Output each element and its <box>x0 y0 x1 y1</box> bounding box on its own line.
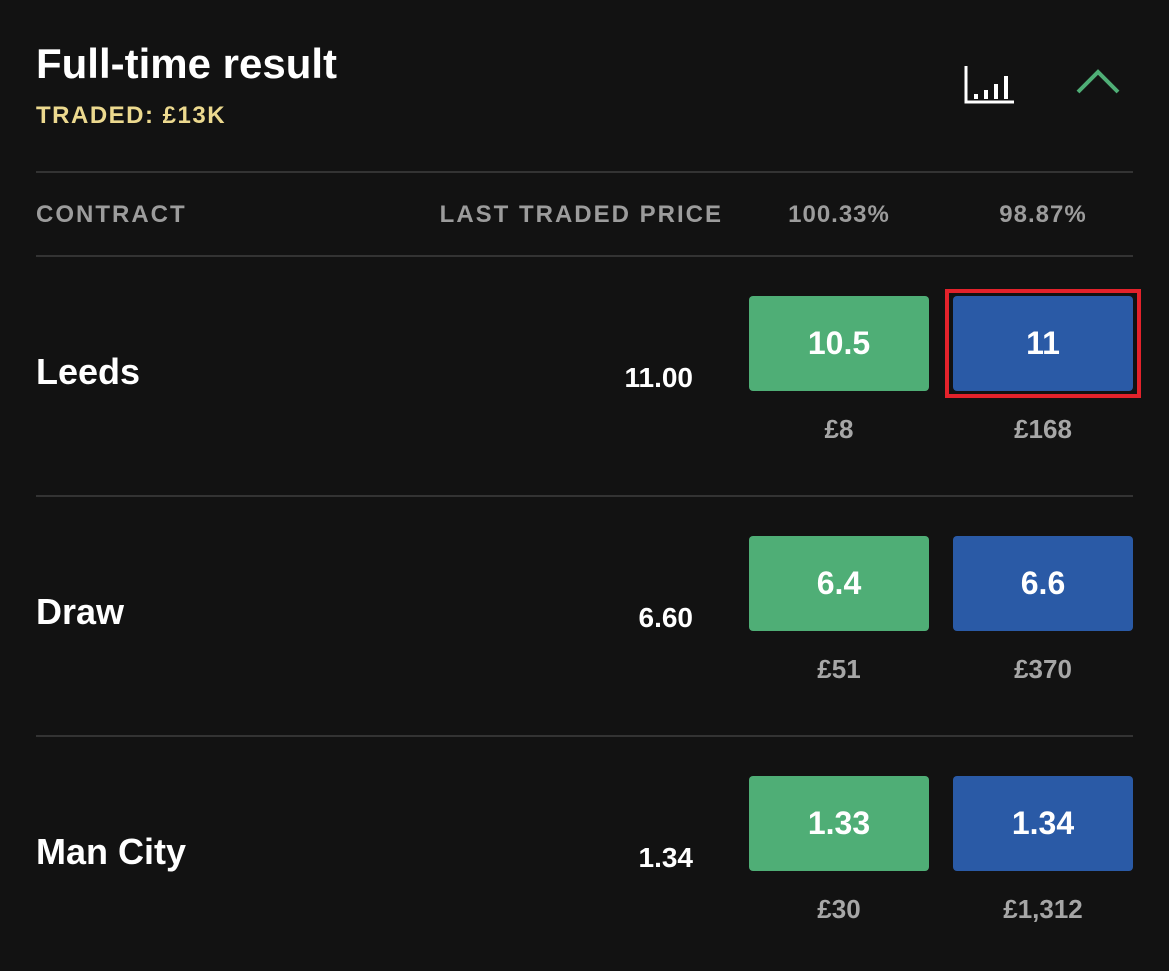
back-amount: £8 <box>824 414 854 444</box>
back-amount: £51 <box>817 654 861 684</box>
lay-amount: £168 <box>1014 414 1072 444</box>
last-traded-price: 6.60 <box>638 602 694 633</box>
market-title: Full-time result <box>36 40 338 87</box>
lay-amount: £1,312 <box>1003 894 1083 924</box>
divider <box>36 735 1133 737</box>
contract-name: Leeds <box>36 351 141 392</box>
back-amount: £30 <box>817 894 861 924</box>
traded-volume: TRADED: £13K <box>36 102 227 129</box>
column-header: 100.33% <box>788 201 890 228</box>
collapse-icon[interactable] <box>1074 66 1122 96</box>
lay-price-button[interactable]: 11 <box>953 296 1133 391</box>
lay-price-button[interactable]: 1.34 <box>953 776 1133 871</box>
column-header: LAST TRADED PRICE <box>439 201 723 228</box>
lay-price-button[interactable]: 6.6 <box>953 536 1133 631</box>
divider <box>36 255 1133 257</box>
back-price-button[interactable]: 10.5 <box>749 296 929 391</box>
column-header: CONTRACT <box>36 201 187 228</box>
last-traded-price: 1.34 <box>638 842 694 873</box>
column-header: 98.87% <box>999 201 1087 228</box>
contract-name: Draw <box>36 591 125 632</box>
back-price-button[interactable]: 6.4 <box>749 536 929 631</box>
back-price-button[interactable]: 1.33 <box>749 776 929 871</box>
last-traded-price: 11.00 <box>624 362 693 393</box>
lay-amount: £370 <box>1014 654 1072 684</box>
contract-name: Man City <box>36 831 187 872</box>
divider <box>36 495 1133 497</box>
highlight-box <box>945 289 1141 398</box>
divider <box>36 171 1133 173</box>
chart-icon[interactable] <box>962 64 1016 106</box>
